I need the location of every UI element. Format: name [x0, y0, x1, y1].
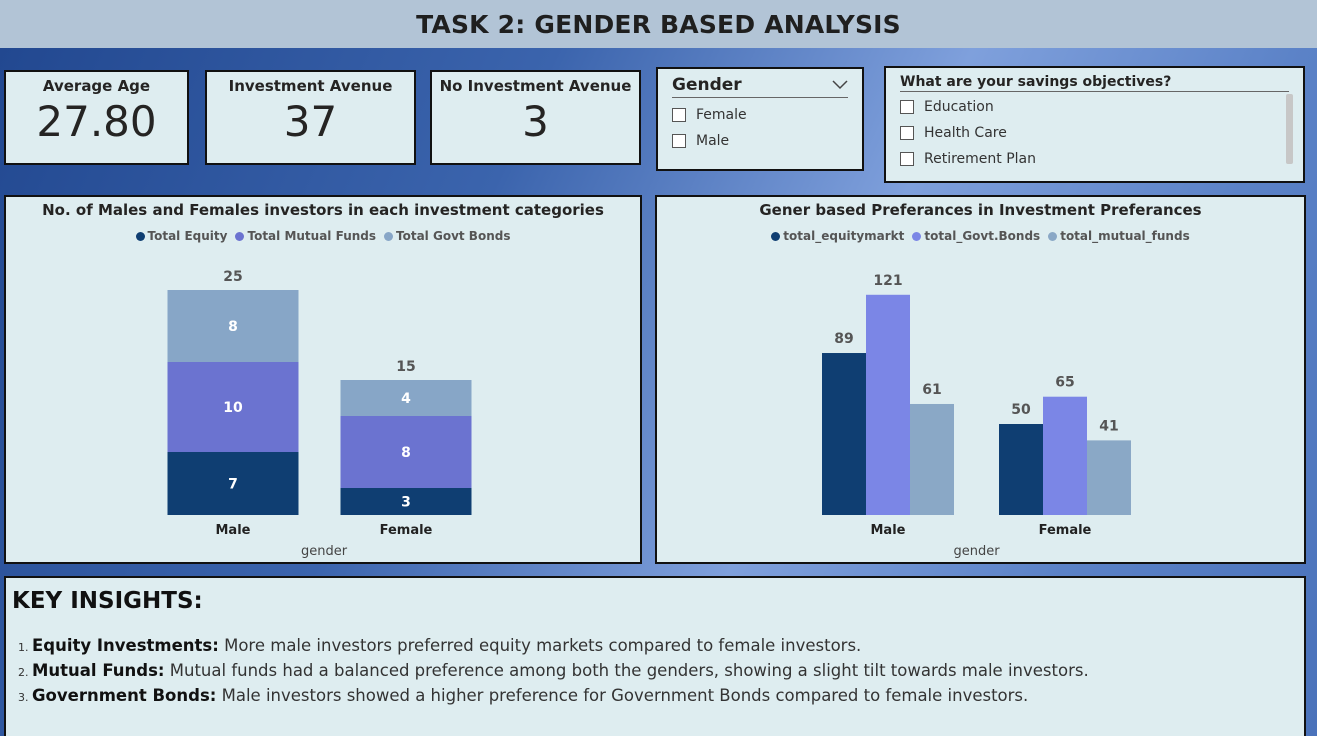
x-tick-label: Male: [871, 523, 906, 538]
bar: [1087, 440, 1131, 515]
checkbox-icon[interactable]: [672, 134, 686, 148]
data-label: 50: [1011, 402, 1031, 418]
objective-option-education[interactable]: Education: [900, 99, 1289, 115]
x-tick-label: Female: [380, 523, 433, 538]
gender-slicer: Gender Female Male: [656, 67, 864, 171]
chart-title: Gener based Preferances in Investment Pr…: [759, 201, 1202, 219]
page-header: TASK 2: GENDER BASED ANALYSIS: [0, 0, 1317, 48]
legend-dot: [135, 231, 145, 241]
stacked-bar-chart: 7 10 8 25 Male 3 8 4 15 Female gender: [167, 269, 472, 559]
data-label: 65: [1055, 375, 1074, 391]
bar: [999, 424, 1043, 515]
clustered-bar-chart: 89 121 61 Male 50 65 41 Female gender: [822, 273, 1131, 559]
data-label: 89: [834, 331, 853, 347]
kpi-label: No Investment Avenue: [439, 77, 632, 95]
legend-dot: [912, 231, 922, 241]
bar-segment: [340, 380, 472, 416]
legend-item-total-govt-bonds[interactable]: total_Govt.Bonds: [912, 229, 1040, 243]
bar: [1043, 396, 1087, 515]
checkbox-icon[interactable]: [672, 108, 686, 122]
option-label: Education: [924, 99, 994, 115]
gender-slicer-title: Gender: [672, 75, 742, 95]
kpi-label: Average Age: [42, 77, 151, 95]
chart-legend: total_equitymarkt total_Govt.Bonds total…: [657, 229, 1304, 243]
savings-objectives-slicer: What are your savings objectives? Educat…: [884, 66, 1305, 183]
savings-slicer-title: What are your savings objectives?: [900, 74, 1289, 92]
option-label: Male: [696, 133, 730, 149]
x-axis-label: gender: [301, 544, 348, 559]
clustered-bar-chart-panel: Gener based Preferances in Investment Pr…: [655, 195, 1306, 564]
data-label: 121: [873, 273, 902, 289]
bar-segment: [340, 416, 472, 488]
bar: [910, 403, 954, 515]
kpi-label: Investment Avenue: [228, 77, 393, 95]
legend-item-total-mutual-funds[interactable]: Total Mutual Funds: [235, 229, 376, 243]
kpi-value: 3: [522, 97, 549, 146]
legend-dot: [235, 231, 245, 241]
page-title: TASK 2: GENDER BASED ANALYSIS: [416, 9, 901, 39]
chart-title: No. of Males and Females investors in ea…: [42, 201, 604, 219]
bar-segment: [340, 488, 472, 515]
data-label: 8: [401, 445, 411, 461]
checkbox-icon[interactable]: [900, 152, 914, 166]
data-label: 3: [401, 495, 411, 511]
legend-item-total-mutual-funds[interactable]: total_mutual_funds: [1048, 229, 1190, 243]
legend-dot: [1048, 231, 1058, 241]
data-label: 10: [223, 400, 243, 416]
x-tick-label: Female: [1039, 523, 1092, 538]
legend-item-total-equity[interactable]: Total Equity: [135, 229, 227, 243]
key-insights-panel: KEY INSIGHTS: Equity Investments: More m…: [4, 576, 1306, 736]
data-label: 8: [228, 319, 238, 335]
chart-legend: Total Equity Total Mutual Funds Total Go…: [6, 229, 640, 243]
insight-item: Government Bonds: Male investors showed …: [32, 686, 1304, 706]
bar-segment: [167, 452, 299, 515]
bar: [822, 353, 866, 515]
bar-segment: [167, 290, 299, 362]
gender-slicer-header[interactable]: Gender: [672, 75, 848, 98]
kpi-card-investment-avenue: Investment Avenue 37: [205, 70, 416, 165]
bar-segment: [167, 362, 299, 452]
option-label: Retirement Plan: [924, 151, 1036, 167]
legend-item-total-equitymarkt[interactable]: total_equitymarkt: [771, 229, 904, 243]
legend-item-total-govt-bonds[interactable]: Total Govt Bonds: [384, 229, 510, 243]
stacked-bar-chart-panel: No. of Males and Females investors in ea…: [4, 195, 642, 564]
data-label: 61: [922, 382, 941, 398]
data-label: 7: [228, 477, 238, 493]
kpi-card-average-age: Average Age 27.80: [4, 70, 189, 165]
insights-list: Equity Investments: More male investors …: [32, 636, 1304, 705]
bar: [866, 294, 910, 515]
gender-option-male[interactable]: Male: [672, 133, 848, 149]
kpi-card-no-investment-avenue: No Investment Avenue 3: [430, 70, 641, 165]
total-label: 15: [396, 359, 415, 375]
objective-option-retirement-plan[interactable]: Retirement Plan: [900, 151, 1289, 167]
chevron-down-icon[interactable]: [832, 80, 848, 90]
total-label: 25: [223, 269, 242, 285]
x-tick-label: Male: [216, 523, 251, 538]
legend-dot: [384, 231, 394, 241]
data-label: 41: [1099, 418, 1118, 434]
slicer-scrollbar[interactable]: [1286, 94, 1293, 164]
data-label: 4: [401, 391, 411, 407]
objective-option-health-care[interactable]: Health Care: [900, 125, 1289, 141]
kpi-value: 27.80: [36, 97, 157, 146]
option-label: Health Care: [924, 125, 1007, 141]
gender-option-female[interactable]: Female: [672, 107, 848, 123]
option-label: Female: [696, 107, 747, 123]
checkbox-icon[interactable]: [900, 100, 914, 114]
insight-item: Mutual Funds: Mutual funds had a balance…: [32, 661, 1304, 681]
legend-dot: [771, 231, 781, 241]
x-axis-label: gender: [953, 544, 1000, 559]
insights-title: KEY INSIGHTS:: [12, 588, 203, 614]
checkbox-icon[interactable]: [900, 126, 914, 140]
kpi-value: 37: [283, 97, 338, 146]
insight-item: Equity Investments: More male investors …: [32, 636, 1304, 656]
